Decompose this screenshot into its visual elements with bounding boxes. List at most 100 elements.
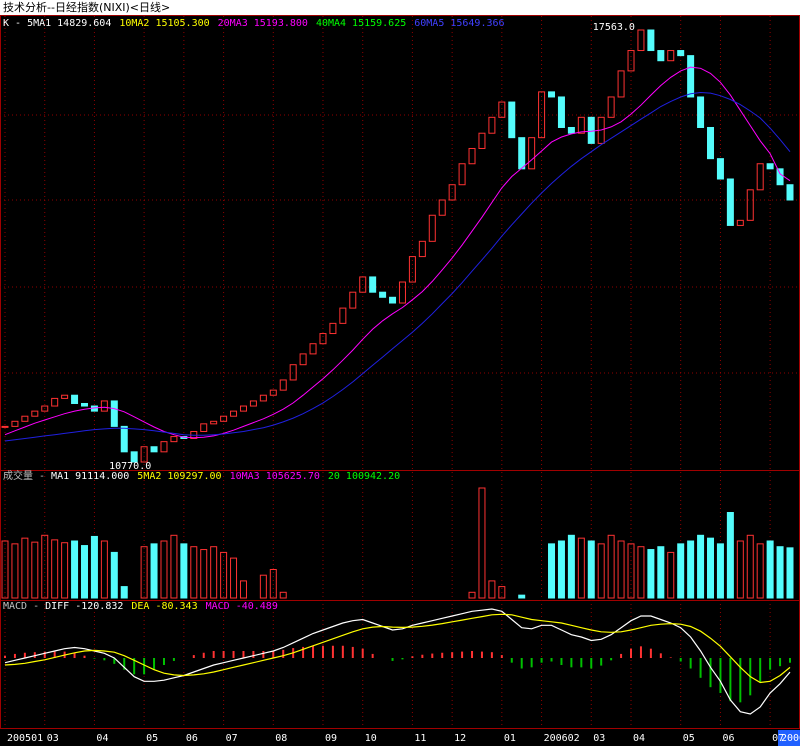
legend-reading: -120.832 (75, 601, 123, 612)
volume-bar (269, 569, 277, 599)
x-tick-label: 05 (683, 733, 695, 744)
volume-bar (51, 539, 59, 599)
legend-name: 5MA1 (27, 18, 51, 29)
volume-bar (150, 543, 158, 599)
volume-bar (667, 551, 675, 599)
volume-bar (1, 540, 9, 599)
volume-bar (210, 546, 218, 599)
candle (518, 137, 526, 170)
x-tick-label: 04 (633, 733, 645, 744)
cursor-date: 2006 (781, 733, 800, 744)
volume-bar (786, 547, 794, 599)
candle (150, 446, 158, 453)
candle (438, 199, 446, 216)
candle (120, 425, 128, 453)
candle (776, 168, 784, 186)
volume-bar (518, 594, 526, 599)
ma-line (4, 91, 791, 442)
x-tick-label: 03 (47, 733, 59, 744)
candle (756, 163, 764, 191)
candle (160, 441, 168, 453)
candle (567, 126, 575, 134)
candle (200, 423, 208, 432)
x-tick-label: 200602 (544, 733, 580, 744)
candle (746, 189, 754, 221)
candle (458, 163, 466, 186)
volume-bar (31, 541, 39, 599)
volume-bar (170, 534, 178, 599)
volume-bar (716, 543, 724, 599)
candle (398, 281, 406, 304)
candle (538, 91, 546, 139)
volume-bar (71, 540, 79, 599)
x-tick-label: 11 (414, 733, 426, 744)
cursor-date-box (778, 730, 800, 746)
candle (786, 184, 794, 201)
candle (677, 50, 685, 57)
volume-bar (239, 580, 247, 599)
legend-name: 40MA4 (316, 18, 346, 29)
candle (369, 276, 377, 293)
candle (647, 29, 655, 52)
candle (339, 307, 347, 324)
volume-bar (190, 546, 198, 599)
legend-name: 60MA5 (414, 18, 444, 29)
candle (71, 394, 79, 404)
candle (100, 400, 108, 412)
volume-bar (120, 586, 128, 599)
candle (418, 240, 426, 258)
volume-bar (80, 545, 88, 599)
candle (607, 96, 615, 118)
candle (80, 402, 88, 407)
candle (220, 415, 228, 422)
ma-line (4, 66, 791, 439)
candle (637, 29, 645, 52)
legend-name: 20 (328, 471, 340, 482)
candle (697, 96, 705, 128)
legend-reading: 100942.20 (346, 471, 400, 482)
x-tick-label: 08 (275, 733, 287, 744)
candle (299, 353, 307, 366)
candle (329, 322, 337, 335)
candle (269, 389, 277, 396)
candle (548, 91, 556, 98)
volume-bar (707, 537, 715, 599)
candle (359, 276, 367, 293)
candle (428, 214, 436, 242)
macd-line (4, 608, 791, 715)
volume-bar (587, 540, 595, 599)
volume-bar (498, 586, 506, 599)
x-tick-label: 03 (593, 733, 605, 744)
volume-bar (766, 540, 774, 599)
volume-bar (468, 591, 476, 599)
x-tick-label: 07 (772, 733, 784, 744)
volume-bar (677, 543, 685, 599)
candle (667, 50, 675, 62)
candle (11, 420, 19, 427)
x-tick-label: 10 (365, 733, 377, 744)
volume-bar (478, 487, 486, 599)
candle (279, 379, 287, 391)
x-tick-label: 07 (226, 733, 238, 744)
legend-reading: 14829.604 (57, 18, 111, 29)
x-tick-label: 12 (454, 733, 466, 744)
legend-reading: -40.489 (236, 601, 278, 612)
candle (766, 163, 774, 170)
x-tick-label: 05 (146, 733, 158, 744)
candle (289, 364, 297, 381)
volume-bar (736, 540, 744, 599)
candle (249, 400, 257, 407)
legend-reading: 15649.366 (450, 18, 504, 29)
volume-bar (488, 580, 496, 599)
candle (1, 425, 9, 428)
candle (239, 405, 247, 412)
legend-name: 5MA2 (137, 471, 161, 482)
volume-bar (11, 543, 19, 599)
volume-bar (160, 540, 168, 599)
candle (130, 451, 138, 463)
candle (210, 420, 218, 425)
candle (21, 415, 29, 422)
volume-bar (697, 534, 705, 599)
candle (627, 50, 635, 72)
